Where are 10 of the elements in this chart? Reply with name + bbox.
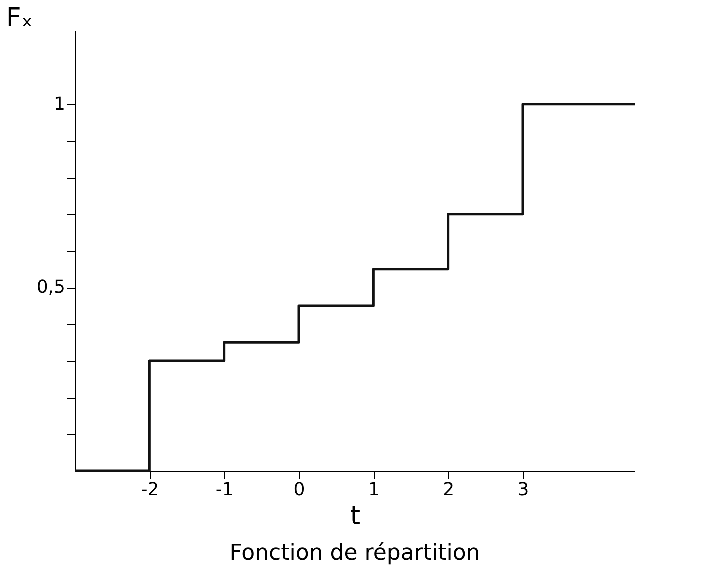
x-axis-title: t xyxy=(350,502,361,532)
x-tick-label: 1 xyxy=(368,480,380,500)
x-tick-label: -1 xyxy=(216,480,234,500)
text: Fonction de répartition xyxy=(230,541,480,566)
y-axis-title: Fₓ xyxy=(6,4,33,34)
x-tick-label: 2 xyxy=(443,480,455,500)
x-tick-label: 0 xyxy=(294,480,306,500)
y-tick-label: 0,5 xyxy=(36,277,66,298)
x-tick-label: 3 xyxy=(518,480,530,500)
x-tick-label: -2 xyxy=(141,480,160,500)
